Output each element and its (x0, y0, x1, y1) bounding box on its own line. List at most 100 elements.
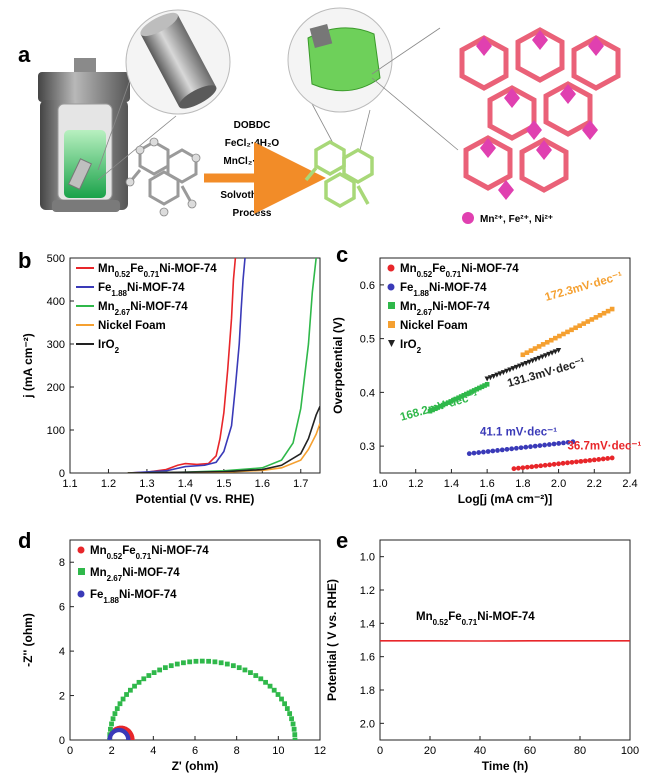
data-point (605, 456, 611, 461)
data-point (609, 306, 615, 312)
data-point (555, 348, 562, 354)
condition-4: Solvothermal (220, 190, 284, 201)
data-point (126, 737, 131, 740)
legend-label-part-0: 2 (115, 346, 120, 355)
legend-label-part-2: 0.71 (446, 270, 462, 279)
legend-label: Mn0.52Fe0.71Ni-MOF-74 (90, 545, 209, 561)
nickel-foam-zoom (97, 9, 231, 181)
mof-linker-green (304, 139, 374, 209)
data-point (536, 355, 542, 361)
legend-label-base: Mn (400, 301, 417, 313)
legend-label: IrO2 (400, 339, 422, 355)
data-point (520, 465, 526, 471)
panel-e: e 0 20 40 60 80 100 1.0 1.2 1.4 1.6 1.8 2.0 Time (h) P… (325, 528, 639, 773)
data-point (553, 335, 558, 341)
legend-label: Fe1.88Ni-MOF-74 (90, 589, 177, 605)
legend-label-part-1: Ni-MOF-74 (127, 282, 185, 294)
y-tick-label: 1.8 (360, 685, 375, 697)
data-point (546, 442, 552, 447)
y-axis-label: j (mA cm⁻²) (21, 333, 35, 399)
data-point (609, 455, 615, 461)
data-point (523, 360, 529, 366)
x-tick-label: 2 (109, 745, 115, 757)
annotation-label-part-3: Ni-MOF-74 (477, 611, 535, 623)
data-point (136, 679, 142, 685)
legend-label-base: Fe (400, 282, 413, 294)
data-point (258, 676, 264, 682)
data-point (597, 312, 603, 318)
legend-label-part-0: 2.67 (107, 574, 123, 583)
data-point (440, 402, 446, 408)
data-point (206, 658, 212, 664)
data-point (289, 716, 294, 722)
x-tick-label: 8 (234, 745, 240, 757)
x-axis-label: Z' (ohm) (172, 759, 219, 773)
legend-label: Mn2.67Ni-MOF-74 (90, 567, 180, 583)
data-point (290, 721, 296, 727)
legend-swatch (78, 568, 85, 575)
panel-b: b 1.1 1.2 1.3 1.4 1.5 1.6 1.7 0 100 200 300 400 500 Po… (18, 248, 321, 506)
panel-c: c 1.0 1.2 1.4 1.6 1.8 2.0 2.2 2.4 0.3 0.4 0.5 0.6 Log… (331, 242, 641, 506)
data-point (511, 466, 517, 472)
slope-label: 172.3mV·dec⁻¹ (544, 270, 625, 304)
data-point (114, 706, 120, 711)
data-point (253, 673, 259, 678)
legend-label-part-2: 0.71 (144, 270, 160, 279)
data-point (181, 660, 186, 666)
data-point (151, 670, 157, 675)
data-point (112, 711, 118, 716)
legend-label-part-1: Ni-MOF-74 (429, 282, 487, 294)
legend-label-base: Nickel Foam (400, 320, 468, 332)
plot-frame-c (379, 257, 631, 474)
data-point (601, 310, 607, 316)
data-point (199, 658, 205, 664)
x-tick-label: 2.2 (587, 478, 602, 490)
data-point (528, 444, 533, 450)
data-point (271, 687, 277, 693)
data-point (587, 457, 593, 463)
legend-label-base: Fe (90, 589, 103, 601)
reaction-conditions: DOBDC FeCl₂·4H₂O MnCl₂·4H₂O Solvothermal… (220, 120, 284, 219)
x-tick-label: 1.0 (372, 478, 387, 490)
data-point (578, 458, 584, 464)
autoclave-illustration (38, 58, 130, 212)
y-tick-label: 300 (47, 339, 65, 351)
legend-label-part-1: Fe (130, 263, 143, 275)
y-tick-label: 1.2 (360, 585, 375, 597)
y-tick-label: 6 (59, 602, 65, 614)
data-point (551, 441, 557, 447)
x-tick-label: 80 (574, 745, 586, 757)
y-tick-label: 8 (59, 557, 65, 569)
legend-label-part-0: 2.67 (417, 308, 433, 317)
data-point (275, 692, 281, 697)
data-point (507, 367, 513, 373)
x-tick-label: 1.6 (479, 478, 494, 490)
data-point (282, 701, 288, 707)
slope-label: 131.3mV·dec⁻¹ (506, 356, 587, 390)
slope-label: 41.1 mV·dec⁻¹ (480, 426, 557, 438)
data-point (546, 351, 552, 357)
x-tick-label: 1.2 (408, 478, 423, 490)
plot-frame-e (379, 539, 631, 741)
data-point (582, 458, 588, 464)
x-tick-label: 1.4 (178, 478, 193, 490)
data-point (461, 393, 467, 398)
data-point (538, 463, 544, 469)
legend-label-part-0: 1.88 (103, 596, 119, 605)
legend-swatch (387, 264, 395, 272)
data-point (542, 442, 548, 448)
condition-2: FeCl₂·4H₂O (225, 138, 280, 149)
y-tick-label: 0.4 (360, 387, 375, 399)
data-point (532, 443, 538, 449)
legend-label-part-0: 2.67 (115, 308, 131, 317)
data-point (242, 667, 248, 673)
data-point (476, 450, 482, 455)
y-tick-label: 0.3 (360, 441, 375, 453)
data-point (524, 350, 530, 355)
data-point (495, 448, 500, 453)
legend-label-base: Mn (98, 263, 115, 275)
data-point (453, 396, 459, 402)
data-point (445, 400, 451, 405)
data-point (263, 679, 268, 685)
metal-ion-icon (462, 212, 474, 224)
